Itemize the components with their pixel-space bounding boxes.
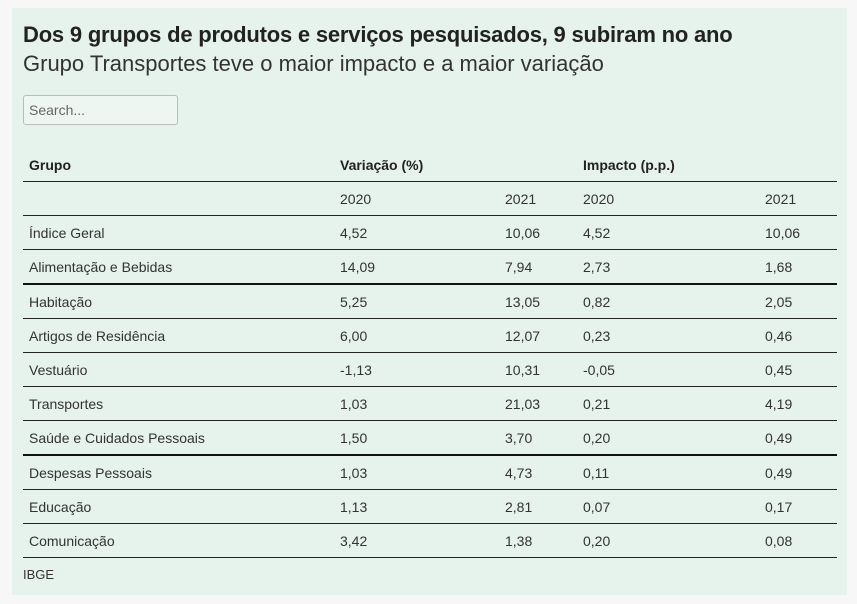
cell-impacto-2021: 1,68 — [759, 249, 837, 285]
table-row: Educação 1,13 2,81 0,07 0,17 — [23, 489, 837, 524]
cell-impacto-2021: 0,49 — [759, 420, 837, 456]
header-impacto[interactable]: Impacto (p.p.) — [577, 148, 759, 182]
cell-impacto-2020: 0,20 — [577, 523, 759, 558]
cell-variacao-2020: 6,00 — [334, 318, 499, 353]
table-card: Dos 9 grupos de produtos e serviços pesq… — [12, 8, 847, 595]
table-row: Índice Geral 4,52 10,06 4,52 10,06 — [23, 215, 837, 250]
cell-variacao-2020: 1,03 — [334, 386, 499, 421]
cell-variacao-2021: 10,06 — [499, 215, 577, 250]
cell-grupo: Habitação — [23, 284, 334, 319]
cell-variacao-2021: 12,07 — [499, 318, 577, 353]
cell-impacto-2021: 10,06 — [759, 215, 837, 250]
table-row: Habitação 5,25 13,05 0,82 2,05 — [23, 284, 837, 319]
cell-variacao-2021: 13,05 — [499, 284, 577, 319]
cell-grupo: Alimentação e Bebidas — [23, 249, 334, 285]
table-row: Vestuário -1,13 10,31 -0,05 0,45 — [23, 352, 837, 387]
cell-impacto-2021: 0,45 — [759, 352, 837, 387]
cell-variacao-2020: 1,50 — [334, 420, 499, 456]
table-subtitle: Grupo Transportes teve o maior impacto e… — [23, 51, 604, 76]
header-empty — [499, 148, 577, 182]
cell-impacto-2021: 0,46 — [759, 318, 837, 353]
cell-impacto-2020: 0,11 — [577, 455, 759, 490]
cell-impacto-2020: 0,23 — [577, 318, 759, 353]
cell-grupo: Artigos de Residência — [23, 318, 334, 353]
subheader-variacao-2020[interactable]: 2020 — [334, 181, 499, 216]
cell-impacto-2021: 0,08 — [759, 523, 837, 558]
cell-impacto-2020: 2,73 — [577, 249, 759, 285]
cell-grupo: Saúde e Cuidados Pessoais — [23, 420, 334, 456]
subheader-variacao-2021[interactable]: 2021 — [499, 181, 577, 216]
cell-variacao-2020: -1,13 — [334, 352, 499, 387]
cell-impacto-2020: 0,07 — [577, 489, 759, 524]
cell-variacao-2020: 3,42 — [334, 523, 499, 558]
data-table: Grupo Variação (%) Impacto (p.p.) 2020 2… — [23, 148, 837, 558]
table-row: Despesas Pessoais 1,03 4,73 0,11 0,49 — [23, 455, 837, 490]
cell-impacto-2021: 0,49 — [759, 455, 837, 490]
cell-variacao-2021: 7,94 — [499, 249, 577, 285]
table-row: Comunicação 3,42 1,38 0,20 0,08 — [23, 523, 837, 558]
cell-impacto-2020: 0,20 — [577, 420, 759, 456]
cell-variacao-2020: 4,52 — [334, 215, 499, 250]
cell-variacao-2021: 3,70 — [499, 420, 577, 456]
subheader-impacto-2020[interactable]: 2020 — [577, 181, 759, 216]
table-title: Dos 9 grupos de produtos e serviços pesq… — [23, 22, 733, 47]
cell-variacao-2021: 21,03 — [499, 386, 577, 421]
table-row: Alimentação e Bebidas 14,09 7,94 2,73 1,68 — [23, 249, 837, 285]
table-row: Saúde e Cuidados Pessoais 1,50 3,70 0,20 0,4… — [23, 420, 837, 456]
cell-variacao-2021: 4,73 — [499, 455, 577, 490]
cell-impacto-2020: -0,05 — [577, 352, 759, 387]
cell-grupo: Transportes — [23, 386, 334, 421]
cell-impacto-2020: 0,82 — [577, 284, 759, 319]
table-row: Transportes 1,03 21,03 0,21 4,19 — [23, 386, 837, 421]
search-input[interactable] — [23, 95, 178, 125]
source-note: IBGE — [23, 567, 55, 582]
cell-impacto-2021: 0,17 — [759, 489, 837, 524]
cell-impacto-2021: 4,19 — [759, 386, 837, 421]
cell-impacto-2020: 4,52 — [577, 215, 759, 250]
cell-grupo: Educação — [23, 489, 334, 524]
cell-variacao-2021: 10,31 — [499, 352, 577, 387]
cell-variacao-2020: 14,09 — [334, 249, 499, 285]
cell-grupo: Despesas Pessoais — [23, 455, 334, 490]
subheader-cell — [23, 181, 334, 216]
cell-grupo: Comunicação — [23, 523, 334, 558]
table-row: Artigos de Residência 6,00 12,07 0,23 0,46 — [23, 318, 837, 353]
cell-grupo: Índice Geral — [23, 215, 334, 250]
header-empty — [759, 148, 837, 182]
cell-variacao-2020: 5,25 — [334, 284, 499, 319]
cell-impacto-2020: 0,21 — [577, 386, 759, 421]
cell-variacao-2020: 1,03 — [334, 455, 499, 490]
cell-impacto-2021: 2,05 — [759, 284, 837, 319]
subheader-impacto-2021[interactable]: 2021 — [759, 181, 837, 216]
cell-variacao-2021: 2,81 — [499, 489, 577, 524]
subheader-row: 2020 2021 2020 2021 — [23, 181, 837, 216]
header-grupo[interactable]: Grupo — [23, 148, 334, 182]
cell-variacao-2020: 1,13 — [334, 489, 499, 524]
header-row: Grupo Variação (%) Impacto (p.p.) — [23, 148, 837, 182]
cell-variacao-2021: 1,38 — [499, 523, 577, 558]
header-variacao[interactable]: Variação (%) — [334, 148, 499, 182]
cell-grupo: Vestuário — [23, 352, 334, 387]
